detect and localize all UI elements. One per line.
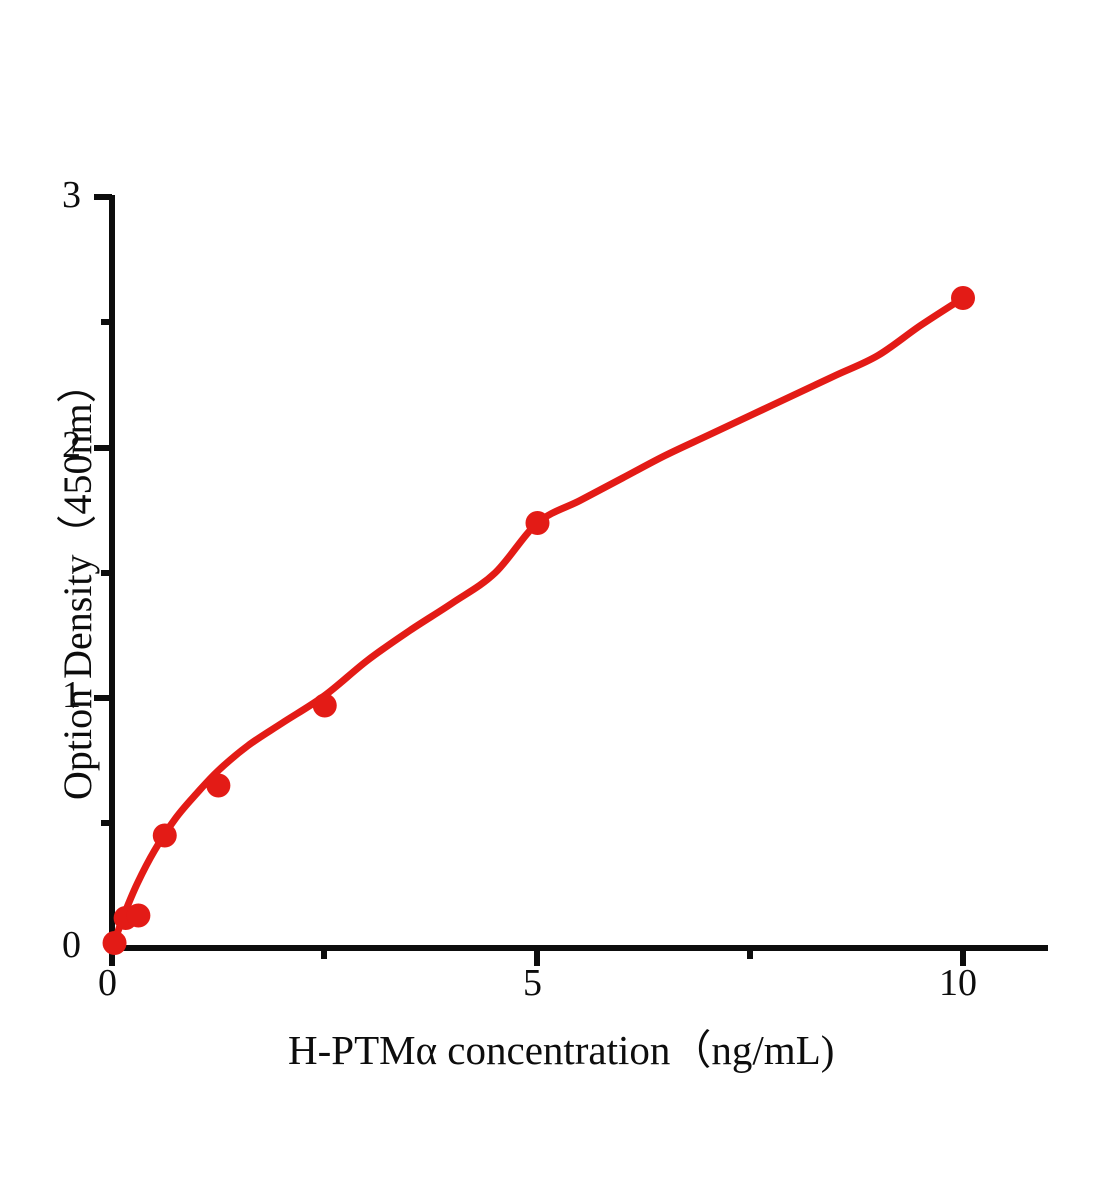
data-point — [126, 903, 151, 928]
fit-curve-line — [108, 294, 967, 952]
y-axis-tick-label-0: 0 — [62, 924, 81, 966]
data-point — [206, 773, 231, 798]
y-axis-tick-label-2: 2 — [62, 424, 81, 466]
data-point — [152, 823, 177, 848]
y-axis-tick-label-3: 3 — [62, 174, 81, 216]
x-axis-tick-label-10: 10 — [939, 962, 977, 1004]
x-axis-tick-label-5: 5 — [523, 962, 542, 1004]
data-point — [951, 286, 975, 310]
data-point — [312, 693, 337, 718]
x-axis-tick-label-0: 0 — [98, 962, 117, 1004]
data-point-group — [102, 286, 975, 955]
x-axis-title: H-PTMα concentration（ng/mL) — [288, 1027, 835, 1073]
y-axis-tick-label-1: 1 — [62, 674, 81, 716]
data-point — [102, 931, 127, 955]
data-point — [525, 511, 550, 535]
y-axis-title: Option Density（450nm） — [55, 363, 100, 800]
